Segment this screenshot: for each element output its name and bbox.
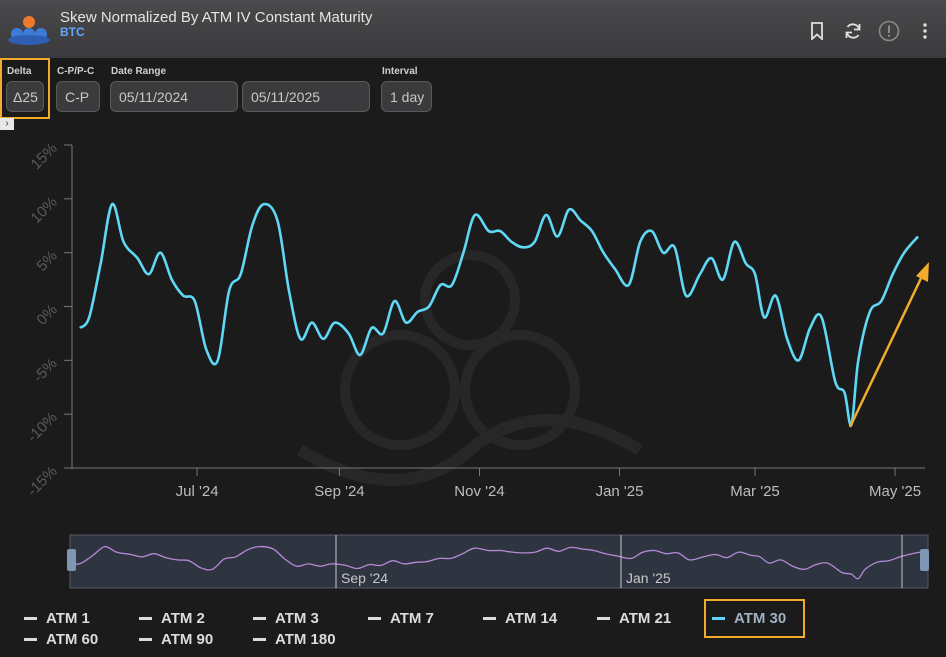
legend-item-atm-21[interactable]: ATM 21 bbox=[597, 610, 671, 627]
legend-item-atm-1[interactable]: ATM 1 bbox=[24, 610, 90, 627]
x-tick-label: Jan '25 bbox=[596, 483, 644, 500]
date-start-input[interactable]: 05/11/2024 bbox=[110, 81, 238, 112]
info-icon[interactable] bbox=[878, 20, 900, 42]
watermark-logo bbox=[296, 250, 644, 486]
delta-highlight-box bbox=[0, 58, 50, 119]
legend-item-atm-3[interactable]: ATM 3 bbox=[253, 610, 319, 627]
asset-subtitle: BTC bbox=[60, 25, 85, 39]
bookmark-icon[interactable] bbox=[806, 20, 828, 42]
x-tick-label: Sep '24 bbox=[314, 483, 364, 500]
x-tick-label: Mar '25 bbox=[730, 483, 780, 500]
interval-label: Interval bbox=[382, 66, 418, 77]
legend-item-atm-14[interactable]: ATM 14 bbox=[483, 610, 557, 627]
y-tick-label: 5% bbox=[33, 247, 60, 274]
delta-select[interactable]: Δ25 bbox=[6, 81, 44, 112]
navigator-panel[interactable] bbox=[69, 534, 929, 589]
legend-item-atm-30[interactable]: ATM 30 bbox=[712, 610, 786, 627]
x-tick-label: Nov '24 bbox=[454, 483, 504, 500]
legend-item-atm-7[interactable]: ATM 7 bbox=[368, 610, 434, 627]
y-tick-label: 15% bbox=[28, 140, 61, 173]
navigator-label-sep: Sep '24 bbox=[341, 570, 388, 586]
navigator-series-line bbox=[71, 545, 927, 580]
title-bar: Skew Normalized By ATM IV Constant Matur… bbox=[0, 0, 946, 58]
date-end-input[interactable]: 05/11/2025 bbox=[242, 81, 370, 112]
y-tick-label: -5% bbox=[30, 355, 61, 386]
collapse-toggle-icon[interactable]: › bbox=[0, 118, 14, 130]
y-tick-label: 10% bbox=[28, 194, 61, 227]
x-tick-label: Jul '24 bbox=[176, 483, 219, 500]
trend-arrow-annotation bbox=[848, 262, 929, 428]
refresh-icon[interactable] bbox=[842, 20, 864, 42]
legend-item-atm-180[interactable]: ATM 180 bbox=[253, 631, 336, 648]
y-tick-label: -10% bbox=[24, 409, 61, 446]
delta-label: Delta bbox=[7, 66, 32, 77]
navigator-handle-left[interactable] bbox=[67, 549, 76, 571]
cp-select[interactable]: C-P bbox=[56, 81, 100, 112]
amberdata-logo bbox=[8, 16, 50, 45]
legend-item-atm-60[interactable]: ATM 60 bbox=[24, 631, 98, 648]
navigator-label-jan: Jan '25 bbox=[626, 570, 671, 586]
chart-title: Skew Normalized By ATM IV Constant Matur… bbox=[60, 9, 373, 26]
interval-select[interactable]: 1 day bbox=[381, 81, 432, 112]
y-tick-label: -15% bbox=[24, 463, 61, 500]
date-range-label: Date Range bbox=[111, 66, 167, 77]
x-tick-label: May '25 bbox=[869, 483, 921, 500]
legend-item-atm-90[interactable]: ATM 90 bbox=[139, 631, 213, 648]
navigator-handle-right[interactable] bbox=[920, 549, 929, 571]
series-line-atm-30 bbox=[79, 202, 919, 427]
y-tick-label: 0% bbox=[33, 301, 60, 328]
legend-item-atm-2[interactable]: ATM 2 bbox=[139, 610, 205, 627]
legend-highlight-box bbox=[704, 599, 805, 638]
more-vert-icon[interactable] bbox=[914, 20, 936, 42]
cp-label: C-P/P-C bbox=[57, 66, 95, 77]
